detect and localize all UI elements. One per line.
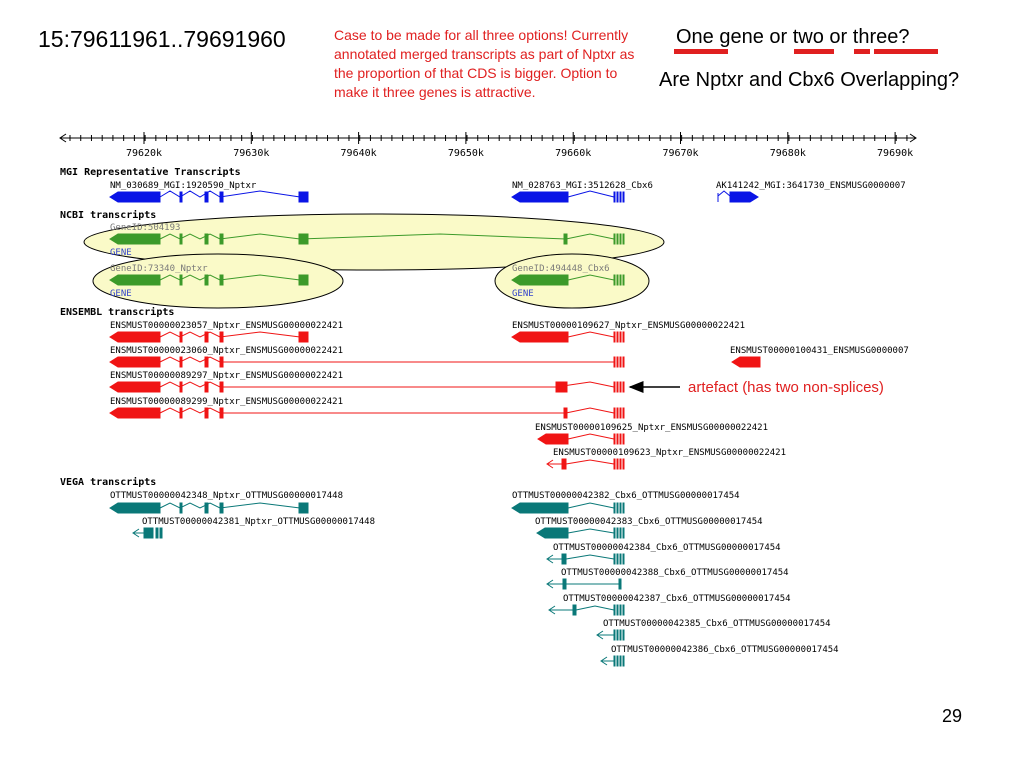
- track-title-ensembl: ENSEMBL transcripts: [60, 306, 174, 318]
- artefact-note: artefact (has two non-splices): [688, 379, 884, 396]
- slide-title: 15:79611961..79691960: [38, 26, 286, 52]
- ruler-tick-label: 79640k: [341, 148, 377, 159]
- transcript-label: ENSMUST00000023057_Nptxr_ENSMUSG00000022…: [110, 321, 343, 331]
- highlight-cbx6-gene: [494, 253, 650, 309]
- highlight-ellipses: [83, 213, 665, 309]
- track-title-mgi: MGI Representative Transcripts: [60, 166, 241, 178]
- underline-one: [674, 49, 728, 54]
- transcript-label: GeneID:494448_Cbx6: [512, 264, 610, 274]
- highlight-nptxr-gene: [92, 253, 344, 309]
- transcript-label: ENSMUST00000109627_Nptxr_ENSMUSG00000022…: [512, 321, 745, 331]
- transcript-label: OTTMUST00000042381_Nptxr_OTTMUSG00000017…: [142, 517, 375, 527]
- transcript-label: OTTMUST00000042384_Cbx6_OTTMUSG000000174…: [553, 543, 781, 553]
- track-title-ncbi: NCBI transcripts: [60, 209, 156, 221]
- transcript-label: OTTMUST00000042348_Nptxr_OTTMUSG00000017…: [110, 491, 343, 501]
- underline-two: [794, 49, 834, 54]
- transcript-label: ENSMUST00000023060_Nptxr_ENSMUSG00000022…: [110, 346, 343, 356]
- transcript-label: AK141242_MGI:3641730_ENSMUSG0000007: [716, 181, 906, 191]
- ruler-tick-label: 79620k: [126, 148, 162, 159]
- transcript-label: ENSMUST00000089297_Nptxr_ENSMUSG00000022…: [110, 371, 343, 381]
- track-mgi: NM_030689_MGI:1920590_Nptxr NM_028763_MG…: [109, 181, 906, 203]
- transcript-label: OTTMUST00000042385_Cbx6_OTTMUSG000000174…: [603, 619, 831, 629]
- transcript-label: OTTMUST00000042388_Cbx6_OTTMUSG000000174…: [561, 568, 789, 578]
- transcript-label: NM_028763_MGI:3512628_Cbx6: [512, 181, 653, 191]
- ruler-tick-label: 79660k: [555, 148, 591, 159]
- question-gene-count: One gene or two or three?: [676, 26, 910, 48]
- slide-number: 29: [942, 706, 963, 726]
- track-ncbi: GeneID:504193 GENE GeneID:73340_Nptxr GE…: [109, 223, 625, 299]
- transcript-label: ENSMUST00000109625_Nptxr_ENSMUSG00000022…: [535, 423, 768, 433]
- ruler-tick-label: 79630k: [233, 148, 269, 159]
- question-overlap: Are Nptxr and Cbx6 Overlapping?: [659, 69, 960, 91]
- transcript-label: OTTMUST00000042383_Cbx6_OTTMUSG000000174…: [535, 517, 763, 527]
- transcript-label: GeneID:73340_Nptxr: [110, 264, 208, 274]
- annotation-note: Case to be made for all three options! C…: [334, 27, 635, 100]
- transcript-label: OTTMUST00000042387_Cbx6_OTTMUSG000000174…: [563, 594, 791, 604]
- ruler-tick-label: 79650k: [448, 148, 484, 159]
- track-title-vega: VEGA transcripts: [60, 476, 156, 488]
- transcript-label: NM_030689_MGI:1920590_Nptxr: [110, 181, 257, 191]
- gene-link[interactable]: GENE: [110, 248, 132, 258]
- track-vega: OTTMUST00000042348_Nptxr_OTTMUSG00000017…: [109, 491, 839, 667]
- ruler-tick-label: 79670k: [662, 148, 698, 159]
- gene-link[interactable]: GENE: [512, 289, 534, 299]
- ruler-tick-label: 79690k: [877, 148, 913, 159]
- transcript-label: ENSMUST00000100431_ENSMUSG0000007: [730, 346, 909, 356]
- underline-three: [874, 49, 938, 54]
- transcript-label: GeneID:504193: [110, 223, 180, 233]
- transcript-label: ENSMUST00000089299_Nptxr_ENSMUSG00000022…: [110, 397, 343, 407]
- ruler-tick-label: 79680k: [770, 148, 806, 159]
- transcript-label: OTTMUST00000042382_Cbx6_OTTMUSG000000174…: [512, 491, 740, 501]
- question-underlines: [674, 49, 938, 54]
- transcript-label: OTTMUST00000042386_Cbx6_OTTMUSG000000174…: [611, 645, 839, 655]
- underline-or: [854, 49, 870, 54]
- coordinate-ruler: 79620k 79630k 79640k 79650k 79660k 79670k 7968…: [59, 132, 917, 159]
- gene-link[interactable]: GENE: [110, 289, 132, 299]
- transcript-label: ENSMUST00000109623_Nptxr_ENSMUSG00000022…: [553, 448, 786, 458]
- track-ensembl: ENSMUST00000023057_Nptxr_ENSMUSG00000022…: [109, 321, 909, 470]
